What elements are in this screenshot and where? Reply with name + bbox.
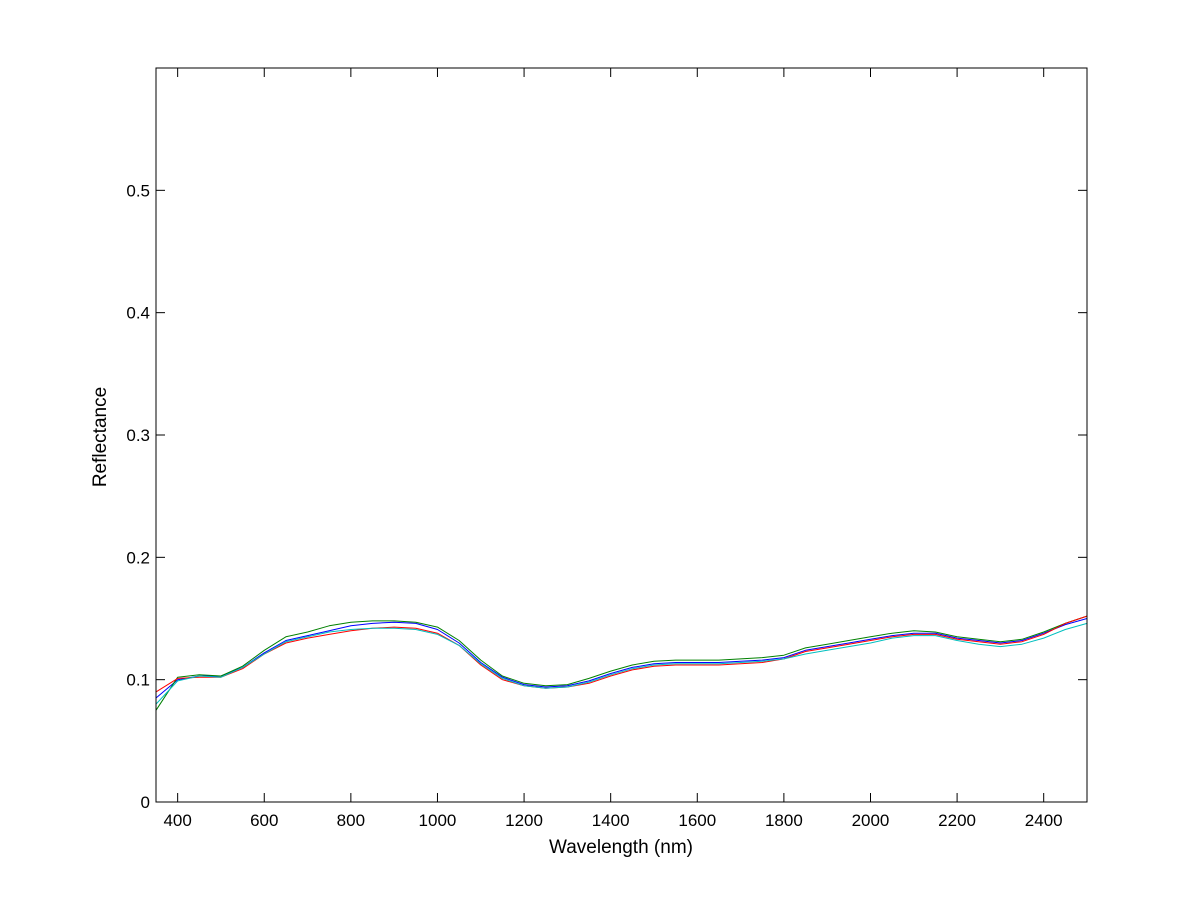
y-tick-label: 0.1 — [126, 671, 150, 690]
x-tick-label: 800 — [337, 811, 365, 830]
series-layer — [155, 615, 1088, 711]
x-tick-label: 1400 — [592, 811, 630, 830]
x-tick-label: 2000 — [852, 811, 890, 830]
y-tick-label: 0.4 — [126, 304, 150, 323]
x-tick-label: 600 — [250, 811, 278, 830]
x-axis-label: Wavelength (nm) — [549, 837, 693, 858]
x-tick-label: 1800 — [765, 811, 803, 830]
x-tick-label: 1200 — [505, 811, 543, 830]
y-tick-label: 0.5 — [126, 181, 150, 200]
y-axis-label: Reflectance — [90, 387, 111, 487]
y-tick-label: 0.2 — [126, 548, 150, 567]
spectrum-line-3 — [155, 615, 1088, 693]
y-tick-label: 0.3 — [126, 426, 150, 445]
ticks-layer: 400 600 800 1000 1200 1400 1600 1800 2000 2200 240… — [126, 68, 1087, 830]
x-tick-label: 1600 — [678, 811, 716, 830]
spectrum-line-4 — [155, 622, 1088, 705]
x-tick-label: 1000 — [419, 811, 457, 830]
spectrum-line-2 — [155, 615, 1088, 711]
y-tick-label: 0 — [141, 793, 150, 812]
x-tick-label: 2400 — [1025, 811, 1063, 830]
x-tick-label: 2200 — [938, 811, 976, 830]
spectrum-line-1 — [155, 618, 1088, 699]
x-tick-label: 400 — [163, 811, 191, 830]
